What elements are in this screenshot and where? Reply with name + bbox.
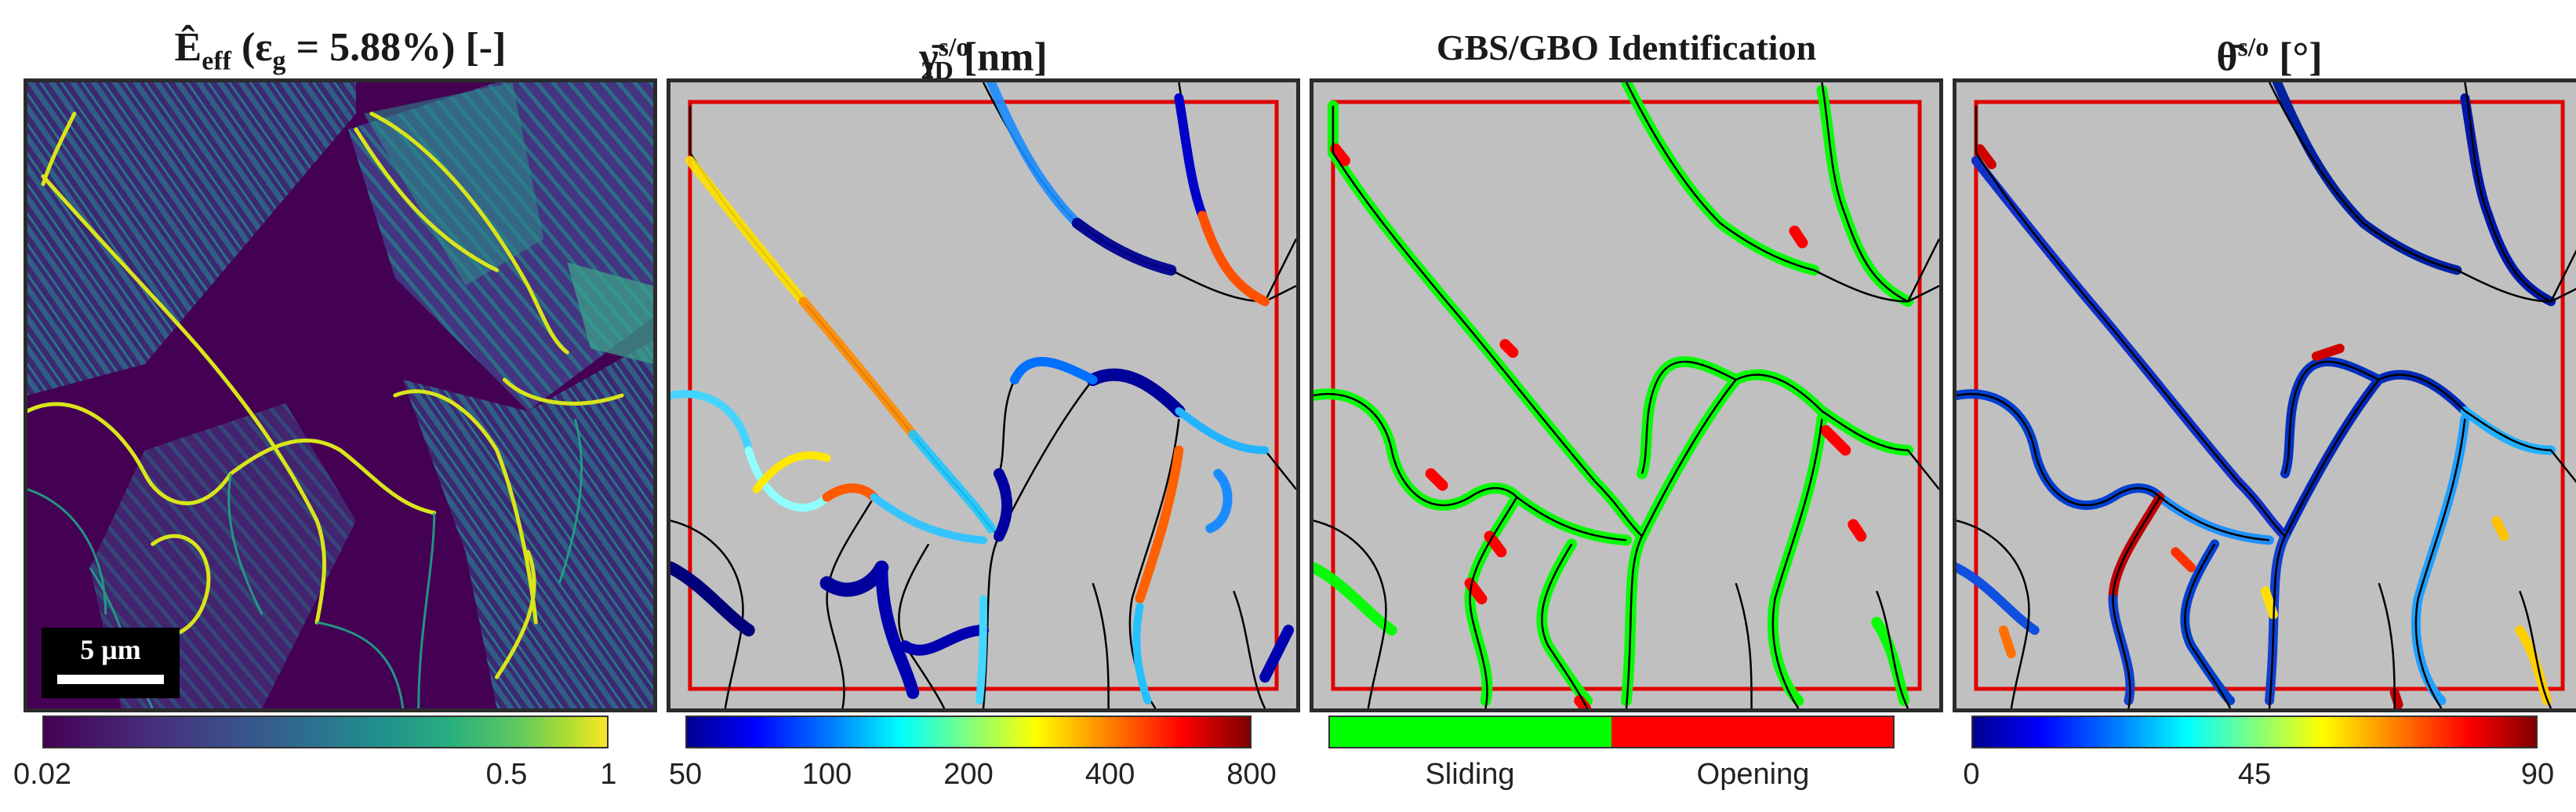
category-label-opening: Opening [1697, 755, 1810, 794]
scale-bar-line [57, 675, 164, 684]
panel-theta-map: θ̄s/o [°] [1953, 0, 2576, 812]
colorbar-tick: 45 [2238, 755, 2271, 794]
colorbar-tick: 1 [600, 755, 616, 794]
opening-swatch [1611, 717, 1893, 747]
colorbar-tick: 0.5 [486, 755, 528, 794]
category-labels: Sliding Opening [1328, 755, 1895, 794]
scale-bar-label: 5 μm [42, 632, 180, 667]
colorbar-tick: 90 [2521, 755, 2554, 794]
colorbar-viridis [42, 716, 609, 748]
colorbar-tick: 400 [1085, 755, 1135, 794]
panel-title: Êeff (εg = 5.88%) [-] [24, 20, 657, 75]
colorbar-tick-labels: 50 100 200 400 800 [685, 755, 1252, 794]
colorbar-tick: 800 [1226, 755, 1276, 794]
theta-map-image [1953, 78, 2576, 712]
colorbar-jet [1971, 716, 2538, 748]
strain-map-image: 5 μm [24, 78, 657, 712]
category-legend-bar [1328, 716, 1895, 748]
panel-title: θ̄s/o [°] [1953, 20, 2576, 75]
panel-strain-map: Êeff (εg = 5.88%) [-] [24, 0, 657, 812]
colorbar-jet [685, 716, 1252, 748]
panel-title: γ̄s/o2D [nm] [667, 20, 1300, 75]
colorbar-tick: 200 [943, 755, 993, 794]
panel-gamma-map: γ̄s/o2D [nm] [667, 0, 1300, 812]
gbs-gbo-map-image [1310, 78, 1943, 712]
colorbar-tick-labels: 0.02 0.5 1 [42, 755, 609, 794]
gamma-map-image [667, 78, 1300, 712]
category-label-sliding: Sliding [1425, 755, 1514, 794]
panel-title: GBS/GBO Identification [1310, 20, 1943, 75]
colorbar-tick: 0.02 [13, 755, 71, 794]
scale-bar: 5 μm [42, 628, 180, 698]
colorbar-tick: 0 [1963, 755, 1979, 794]
panel-gbs-gbo: GBS/GBO Identification [1310, 0, 1943, 812]
colorbar-tick: 100 [802, 755, 852, 794]
colorbar-tick-labels: 0 45 90 [1971, 755, 2538, 794]
colorbar-tick: 50 [669, 755, 702, 794]
sliding-swatch [1330, 717, 1611, 747]
